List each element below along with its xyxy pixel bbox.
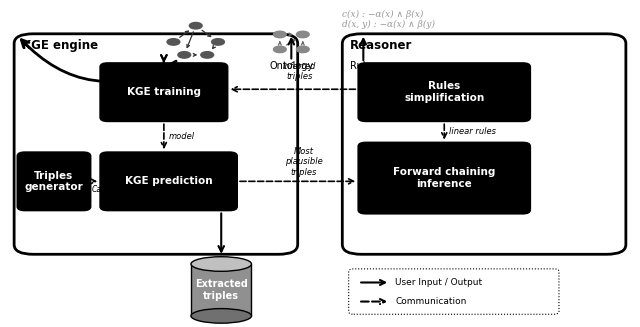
Text: Inferred
triples: Inferred triples	[283, 62, 316, 81]
Text: Reasoner: Reasoner	[350, 39, 412, 52]
Circle shape	[189, 23, 202, 29]
Text: Rules
simplification: Rules simplification	[404, 81, 484, 103]
Ellipse shape	[191, 257, 252, 271]
Circle shape	[273, 31, 286, 38]
Text: Ontology: Ontology	[269, 61, 314, 71]
Circle shape	[167, 39, 180, 45]
Circle shape	[296, 31, 309, 38]
Text: Rules: Rules	[350, 61, 377, 71]
Text: Forward chaining
inference: Forward chaining inference	[393, 167, 495, 189]
Circle shape	[178, 52, 191, 58]
FancyBboxPatch shape	[17, 152, 91, 211]
Text: Knowledge
graph: Knowledge graph	[169, 65, 223, 86]
Ellipse shape	[191, 309, 252, 323]
Text: User Input / Output: User Input / Output	[395, 278, 483, 287]
Text: linear rules: linear rules	[449, 128, 497, 136]
Text: KGE engine: KGE engine	[22, 39, 98, 52]
Text: Candidate
triples: Candidate triples	[92, 185, 131, 204]
Text: Communication: Communication	[395, 297, 467, 306]
FancyBboxPatch shape	[358, 63, 531, 121]
FancyBboxPatch shape	[100, 63, 228, 121]
Text: Extracted
triples: Extracted triples	[195, 279, 248, 301]
Text: KGE prediction: KGE prediction	[125, 176, 212, 186]
Text: Triples
generator: Triples generator	[24, 171, 83, 192]
Text: c(x) : −α(x) ∧ β(x)
d(x, y) : −α(x) ∧ β(y): c(x) : −α(x) ∧ β(x) d(x, y) : −α(x) ∧ β(…	[342, 9, 435, 29]
Circle shape	[201, 52, 214, 58]
FancyBboxPatch shape	[100, 152, 237, 211]
Circle shape	[273, 46, 286, 53]
FancyBboxPatch shape	[358, 143, 531, 214]
Text: Most
plausible
triples: Most plausible triples	[285, 147, 323, 177]
Circle shape	[212, 39, 225, 45]
Text: KGE training: KGE training	[127, 87, 201, 97]
Polygon shape	[191, 264, 252, 316]
Circle shape	[296, 46, 309, 53]
Text: model: model	[169, 132, 195, 141]
